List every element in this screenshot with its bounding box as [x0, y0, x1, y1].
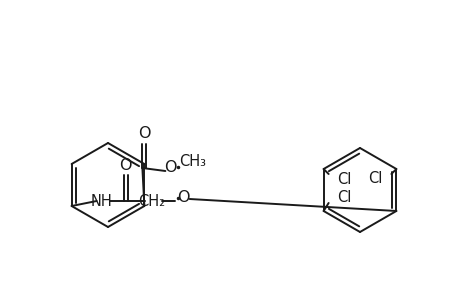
Text: Cl: Cl [337, 172, 351, 187]
Text: CH₂: CH₂ [138, 194, 165, 208]
Text: O: O [138, 127, 150, 142]
Text: O: O [119, 158, 132, 172]
Text: NH: NH [90, 194, 112, 208]
Text: O: O [164, 160, 176, 175]
Text: O: O [177, 190, 190, 205]
Text: CH₃: CH₃ [179, 154, 206, 169]
Text: Cl: Cl [367, 172, 382, 187]
Text: Cl: Cl [337, 190, 351, 206]
